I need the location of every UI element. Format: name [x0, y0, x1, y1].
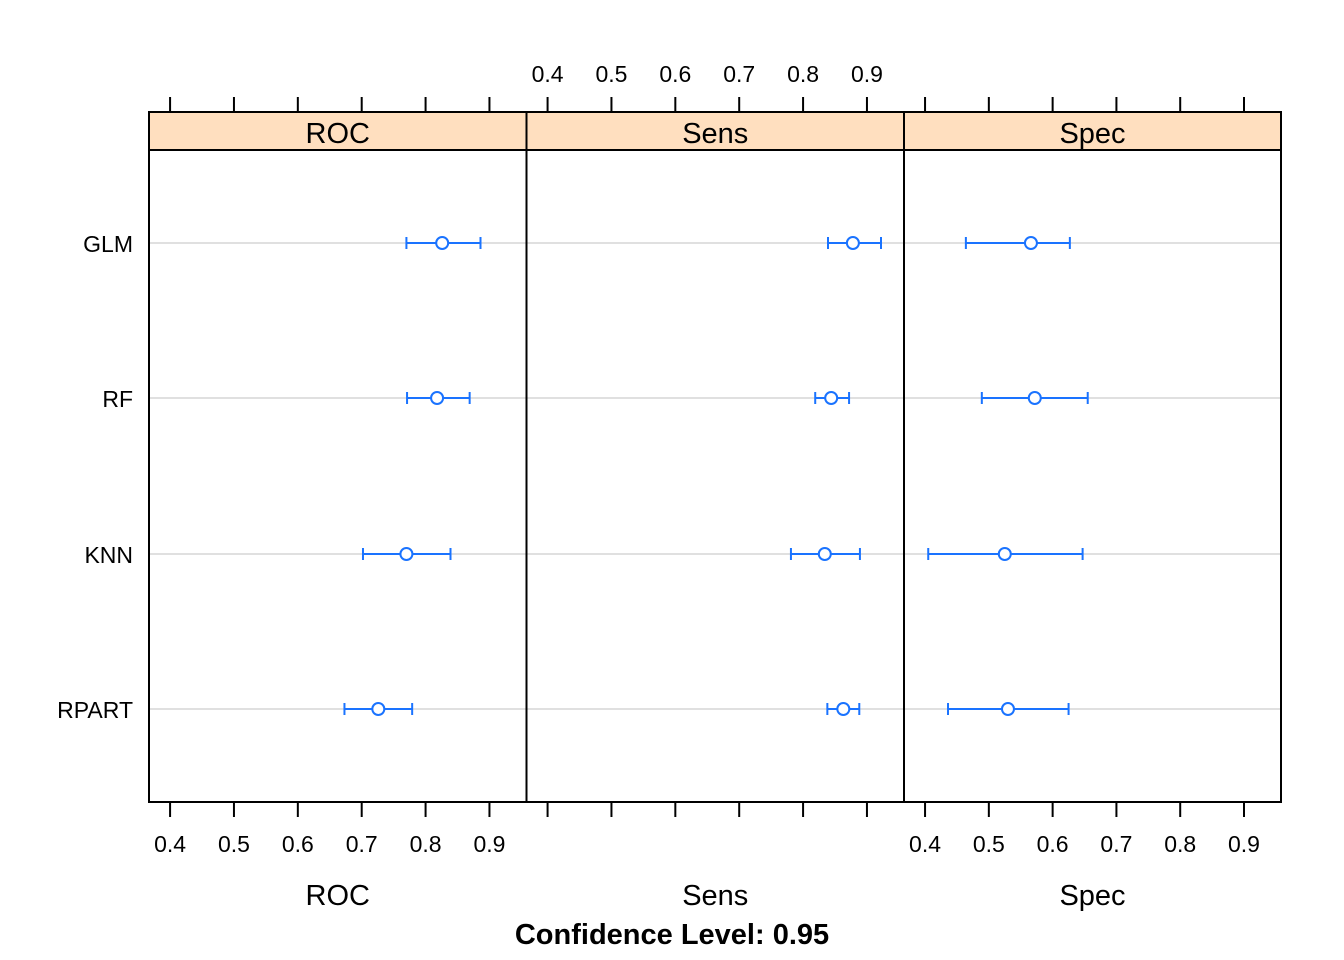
- point-estimate: [1000, 702, 1015, 716]
- point-estimate: [371, 702, 386, 716]
- y-tick-label: KNN: [84, 542, 133, 568]
- strip-spec: [903, 111, 1282, 151]
- bottom-tick-label: 0.9: [473, 831, 505, 857]
- point-estimate: [824, 391, 839, 405]
- strip-label: Spec: [1059, 118, 1125, 150]
- point-estimate: [836, 702, 851, 716]
- y-tick-label: RPART: [57, 697, 133, 723]
- strip-label: Sens: [682, 118, 748, 150]
- y-tick-label: GLM: [83, 231, 133, 257]
- point-estimate: [399, 547, 414, 561]
- strip-roc: [148, 111, 528, 151]
- bottom-tick-label: 0.8: [410, 831, 442, 857]
- bottom-tick-label: 0.5: [973, 831, 1005, 857]
- bottom-tick-label: 0.6: [282, 831, 314, 857]
- panel-roc: [148, 149, 528, 803]
- bottom-tick-label: 0.4: [154, 831, 186, 857]
- top-tick-label: 0.5: [595, 61, 627, 87]
- point-estimate: [817, 547, 832, 561]
- confidence-level-label: Confidence Level: 0.95: [515, 919, 829, 951]
- bottom-tick-label: 0.5: [218, 831, 250, 857]
- bottom-tick-label: 0.9: [1228, 831, 1260, 857]
- y-tick-label: RF: [102, 386, 133, 412]
- top-tick-label: 0.8: [787, 61, 819, 87]
- top-tick-label: 0.7: [723, 61, 755, 87]
- strip-sens: [525, 111, 905, 151]
- point-estimate: [430, 391, 445, 405]
- x-axis-label: ROC: [306, 880, 370, 912]
- point-estimate: [435, 236, 450, 250]
- bottom-tick-label: 0.6: [1037, 831, 1069, 857]
- point-estimate: [1023, 236, 1038, 250]
- bottom-tick-label: 0.4: [909, 831, 941, 857]
- x-axis-label: Spec: [1059, 880, 1125, 912]
- bottom-tick-label: 0.8: [1164, 831, 1196, 857]
- point-estimate: [1027, 391, 1042, 405]
- bottom-tick-label: 0.7: [1100, 831, 1132, 857]
- point-estimate: [845, 236, 860, 250]
- top-tick-label: 0.9: [851, 61, 883, 87]
- top-tick-label: 0.4: [532, 61, 564, 87]
- top-tick-label: 0.6: [659, 61, 691, 87]
- bottom-tick-label: 0.7: [346, 831, 378, 857]
- x-axis-label: Sens: [682, 880, 748, 912]
- strip-label: ROC: [306, 118, 370, 150]
- panel-spec: [903, 149, 1282, 803]
- point-estimate: [997, 547, 1012, 561]
